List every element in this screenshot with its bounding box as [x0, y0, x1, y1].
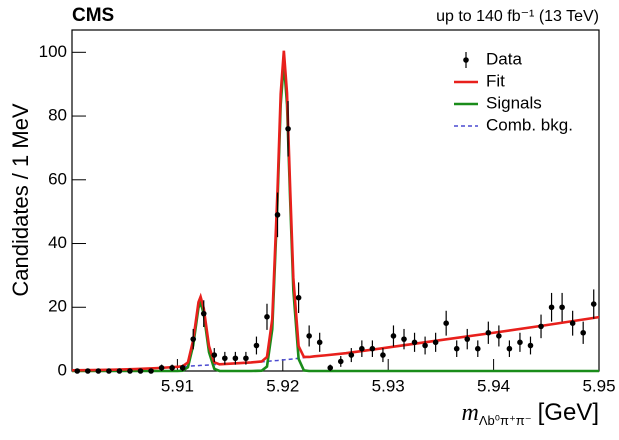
data-point: [496, 333, 502, 339]
legend-label: Comb. bkg.: [486, 115, 573, 134]
data-point: [580, 329, 586, 336]
data-point: [285, 125, 291, 132]
data-point: [432, 339, 439, 346]
data-point: [464, 336, 471, 342]
chart-title: CMS: [72, 5, 114, 26]
data-point: [211, 352, 218, 358]
data-point: [200, 310, 207, 317]
y-tick-label: 100: [39, 42, 67, 61]
legend-label: Data: [486, 49, 522, 68]
data-point: [169, 365, 175, 371]
data-point: [411, 339, 418, 346]
data-point: [401, 336, 407, 342]
data-point: [222, 355, 228, 362]
data-point: [106, 368, 112, 374]
data-point: [158, 365, 165, 371]
data-point: [422, 342, 428, 349]
data-point: [179, 365, 186, 371]
data-point: [559, 304, 565, 311]
legend-label: Signals: [486, 93, 542, 112]
data-point: [306, 333, 312, 339]
data-point: [274, 212, 281, 218]
x-tick-label: 5.93: [372, 376, 405, 395]
data-point: [474, 345, 481, 352]
data-point: [569, 320, 576, 326]
data-point: [253, 342, 260, 349]
data-point: [74, 368, 81, 374]
data-point: [527, 342, 534, 349]
data-point: [85, 368, 91, 374]
data-point: [295, 294, 302, 301]
y-tick-label: 80: [48, 106, 67, 125]
data-point: [443, 320, 449, 326]
y-tick-label: 0: [58, 360, 67, 379]
data-point: [348, 352, 355, 358]
data-point: [190, 336, 197, 342]
x-tick-label: 5.92: [266, 376, 299, 395]
plot-frame: [71, 29, 600, 372]
data-point: [390, 333, 397, 339]
x-tick-label: 5.94: [477, 376, 510, 395]
data-point: [538, 323, 544, 330]
legend-label: Fit: [486, 71, 505, 90]
data-point: [316, 339, 323, 346]
data-point: [453, 345, 460, 352]
chart-subtitle: up to 140 fb⁻¹ (13 TeV): [436, 8, 599, 25]
x-label-unit: [GeV]: [538, 399, 599, 426]
fit-curve: [72, 61, 599, 373]
y-tick-label: 20: [48, 297, 67, 316]
y-tick-label: 60: [48, 169, 67, 188]
data-point: [359, 345, 365, 352]
data-point: [148, 368, 154, 374]
x-label-symbol: m: [462, 400, 479, 426]
x-label-subscript: Λb⁰π⁺π⁻: [479, 413, 532, 428]
data-point: [264, 314, 270, 320]
data-point: [127, 368, 133, 374]
x-tick-label: 5.91: [161, 376, 194, 395]
data-point: [380, 352, 386, 358]
data-point: [137, 368, 144, 374]
data-point: [95, 368, 102, 374]
data-point: [506, 345, 513, 352]
data-point: [327, 365, 334, 371]
data-point: [485, 329, 492, 336]
data-point: [517, 339, 523, 346]
data-point: [369, 345, 376, 352]
legend-marker: [463, 57, 469, 63]
data-point: [337, 358, 344, 365]
data-point: [590, 301, 597, 307]
x-axis-label: mΛb⁰π⁺π⁻ [GeV]: [462, 399, 600, 428]
data-point: [232, 355, 239, 362]
data-point: [548, 304, 555, 311]
data-point: [116, 368, 123, 374]
fit-curve: [71, 50, 600, 372]
x-tick-label: 5.95: [582, 376, 615, 395]
y-axis-label: Candidates / 1 MeV: [8, 103, 33, 297]
y-tick-label: 40: [48, 233, 67, 252]
data-point: [243, 355, 249, 362]
